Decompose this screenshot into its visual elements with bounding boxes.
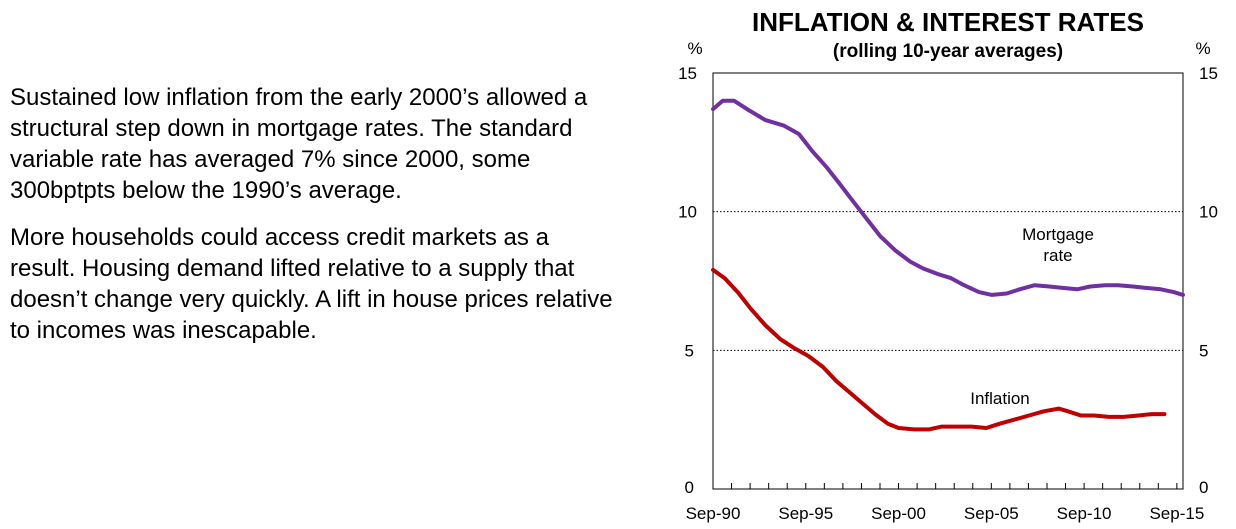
plot-frame bbox=[712, 72, 1184, 490]
x-tick-label-Sep-00: Sep-00 bbox=[871, 504, 926, 523]
chart-title: INFLATION & INTEREST RATES bbox=[752, 7, 1144, 37]
y-axis-unit-right: % bbox=[1195, 39, 1210, 58]
mortgage-rate-label-line: Mortgage bbox=[1022, 225, 1094, 244]
x-tick-label-Sep-90: Sep-90 bbox=[686, 504, 741, 523]
x-tick-label-Sep-95: Sep-95 bbox=[778, 504, 833, 523]
y-tick-label-left-5: 5 bbox=[685, 341, 694, 360]
x-tick-label-Sep-15: Sep-15 bbox=[1149, 504, 1204, 523]
y-tick-label-right-10: 10 bbox=[1199, 203, 1218, 222]
mortgage-rate-label: Mortgage rate bbox=[1022, 225, 1094, 265]
y-tick-label-right-5: 5 bbox=[1199, 341, 1208, 360]
y-tick-label-left-10: 10 bbox=[678, 203, 697, 222]
commentary-text: Sustained low inflation from the early 2… bbox=[10, 82, 620, 362]
x-tick-label-Sep-05: Sep-05 bbox=[964, 504, 1019, 523]
commentary-paragraph-1: Sustained low inflation from the early 2… bbox=[10, 84, 588, 204]
y-tick-label-left-0: 0 bbox=[685, 478, 694, 497]
mortgage-rate-line bbox=[711, 98, 1185, 297]
x-tick-label-Sep-10: Sep-10 bbox=[1057, 504, 1112, 523]
inflation-label: Inflation bbox=[970, 389, 1030, 408]
y-axis-unit-left: % bbox=[687, 39, 702, 58]
y-tick-label-left-15: 15 bbox=[678, 64, 697, 83]
chart-subtitle: (rolling 10-year averages) bbox=[833, 41, 1063, 62]
commentary-paragraph-2: More households could access credit mark… bbox=[10, 224, 613, 344]
y-tick-label-right-0: 0 bbox=[1199, 478, 1208, 497]
inflation-line bbox=[711, 267, 1167, 432]
y-tick-label-right-15: 15 bbox=[1199, 64, 1218, 83]
mortgage-rate-label-line: rate bbox=[1043, 246, 1072, 265]
